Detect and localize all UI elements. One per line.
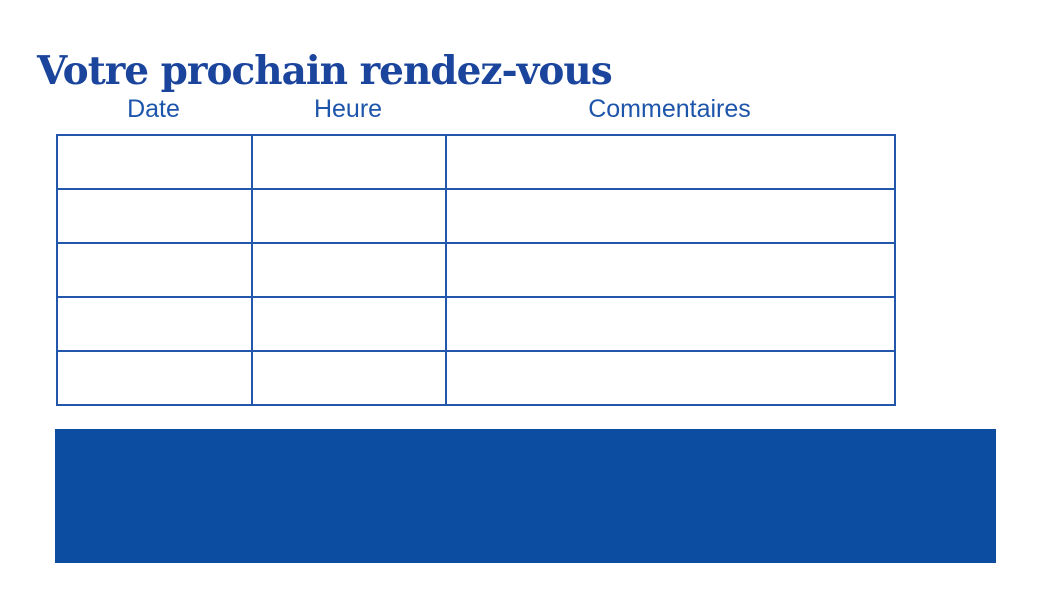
table-cell [251, 350, 447, 406]
table-cell [56, 242, 253, 298]
table-cell [251, 242, 447, 298]
table-cell [445, 350, 896, 406]
table-cell [251, 188, 447, 244]
table-header-row: Date Heure Commentaires [56, 93, 894, 126]
table-row [56, 242, 896, 298]
table-row [56, 296, 896, 352]
column-header-heure: Heure [313, 95, 383, 123]
table-cell [445, 242, 896, 298]
table-row [56, 134, 896, 190]
footer-color-block [55, 429, 996, 563]
column-header-date: Date [127, 95, 180, 123]
table-cell [56, 188, 253, 244]
table-row [56, 188, 896, 244]
table-cell [445, 188, 896, 244]
table-cell [56, 134, 253, 190]
table-cell [251, 296, 447, 352]
table-cell [445, 296, 896, 352]
column-header-commentaires: Commentaires [588, 95, 751, 123]
table-cell [56, 350, 253, 406]
table-cell [445, 134, 896, 190]
page-title: Votre prochain rendez-vous [37, 48, 613, 95]
table-cell [56, 296, 253, 352]
table-row [56, 350, 896, 406]
appointments-table [56, 134, 896, 406]
table-cell [251, 134, 447, 190]
